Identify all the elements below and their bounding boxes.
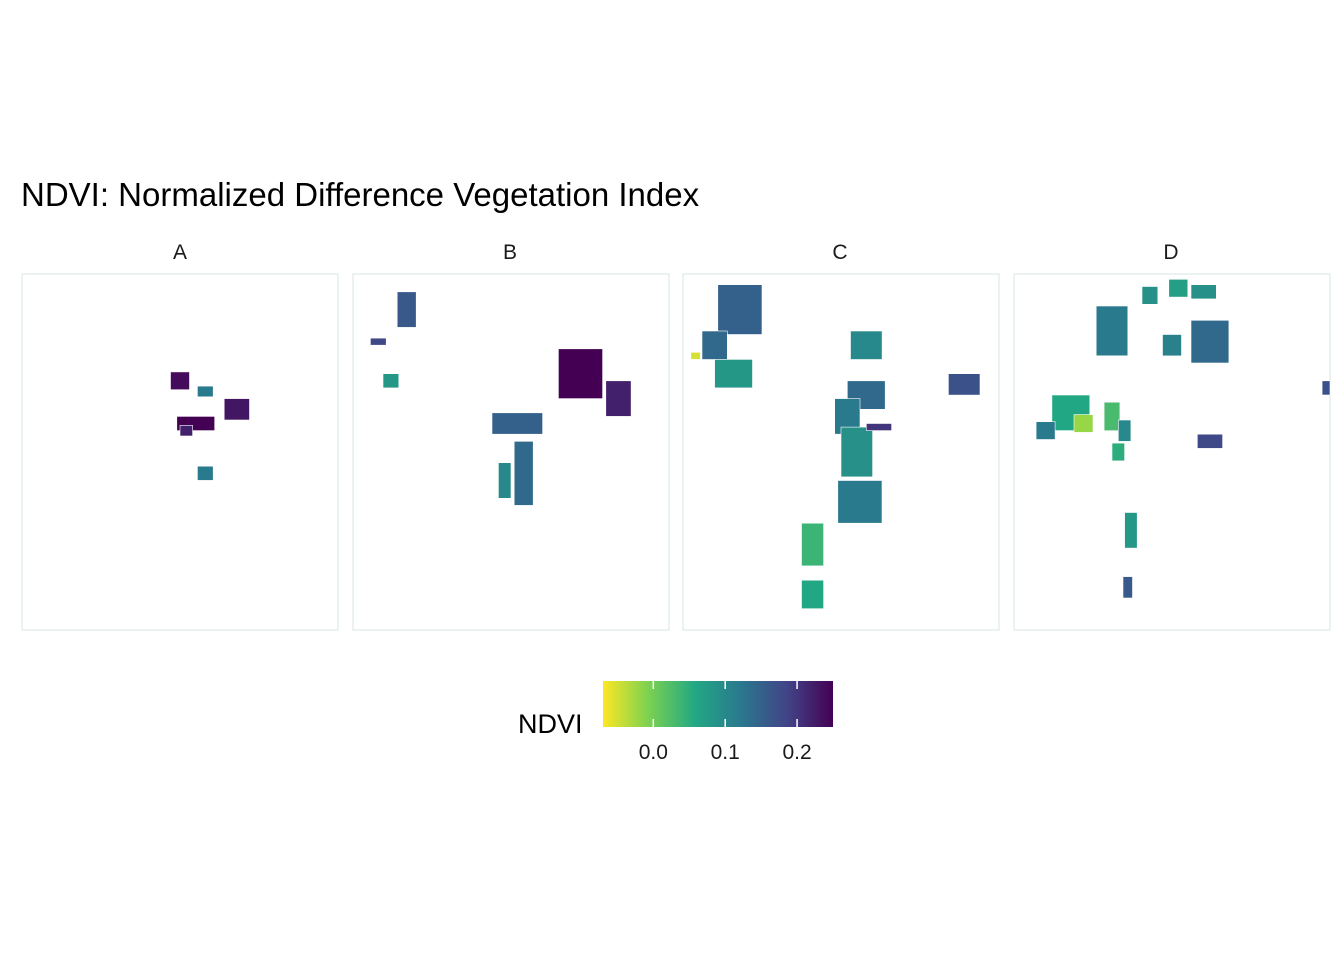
legend-tick-label: 0.0	[639, 741, 668, 764]
legend-tick-label: 0.2	[782, 741, 811, 764]
chart-title: NDVI: Normalized Difference Vegetation I…	[21, 176, 700, 213]
region-cell	[197, 385, 214, 398]
facet-c: C	[682, 241, 1000, 631]
region-cell	[948, 373, 981, 396]
facet-regions	[370, 291, 632, 506]
region-cell	[1118, 419, 1132, 442]
region-cell	[1141, 286, 1159, 305]
facet-frame	[352, 273, 670, 631]
region-cell	[1051, 394, 1091, 431]
region-cell	[1035, 421, 1056, 440]
region-cell	[801, 522, 824, 567]
region-cell	[690, 351, 701, 360]
region-cell	[1190, 319, 1230, 364]
region-cell	[1321, 380, 1331, 396]
legend-tick-label: 0.1	[711, 741, 740, 764]
region-cell	[850, 330, 883, 360]
region-cell	[558, 348, 603, 399]
facet-label-b: B	[503, 241, 517, 264]
region-cell	[498, 462, 512, 499]
region-cell	[714, 359, 753, 389]
legend-title: NDVI	[518, 709, 583, 739]
region-cell	[840, 426, 873, 478]
region-cell	[717, 284, 763, 335]
region-cell	[382, 373, 400, 389]
facet-b: B	[352, 241, 670, 631]
region-cell	[223, 398, 250, 421]
legend-ticks: 0.0 0.1 0.2	[639, 681, 812, 764]
legend-colorbar	[603, 681, 833, 727]
region-cell	[179, 424, 193, 437]
region-cell	[801, 579, 824, 610]
region-cell	[837, 480, 883, 524]
region-cell	[865, 423, 892, 431]
region-cell	[1103, 401, 1121, 432]
region-cell	[1122, 576, 1133, 599]
region-cell	[1197, 433, 1223, 449]
region-cell	[1111, 442, 1125, 462]
facet-regions	[170, 371, 250, 481]
facet-regions	[1035, 278, 1331, 599]
region-cell	[1124, 512, 1138, 549]
region-cell	[701, 330, 728, 360]
facet-label-a: A	[173, 241, 187, 264]
facet-label-c: C	[832, 241, 847, 264]
region-cell	[370, 337, 387, 346]
region-cell	[1162, 334, 1182, 357]
facet-frame	[682, 273, 1000, 631]
region-cell	[197, 465, 214, 481]
region-cell	[1190, 284, 1217, 300]
region-cell	[1073, 414, 1094, 433]
facet-frame	[1013, 273, 1331, 631]
facet-panels: A B C D	[21, 241, 1331, 631]
region-cell	[396, 291, 417, 328]
facet-d: D	[1013, 241, 1331, 631]
facet-regions	[690, 284, 981, 610]
facet-frame	[21, 273, 339, 631]
region-cell	[170, 371, 190, 390]
region-cell	[1168, 278, 1189, 298]
region-cell	[1095, 305, 1129, 357]
color-legend: NDVI 0.0 0.1 0.2	[518, 681, 833, 764]
facet-label-d: D	[1163, 241, 1178, 264]
region-cell	[513, 440, 534, 506]
region-cell	[605, 380, 632, 417]
facet-a: A	[21, 241, 339, 631]
region-cell	[491, 412, 543, 435]
